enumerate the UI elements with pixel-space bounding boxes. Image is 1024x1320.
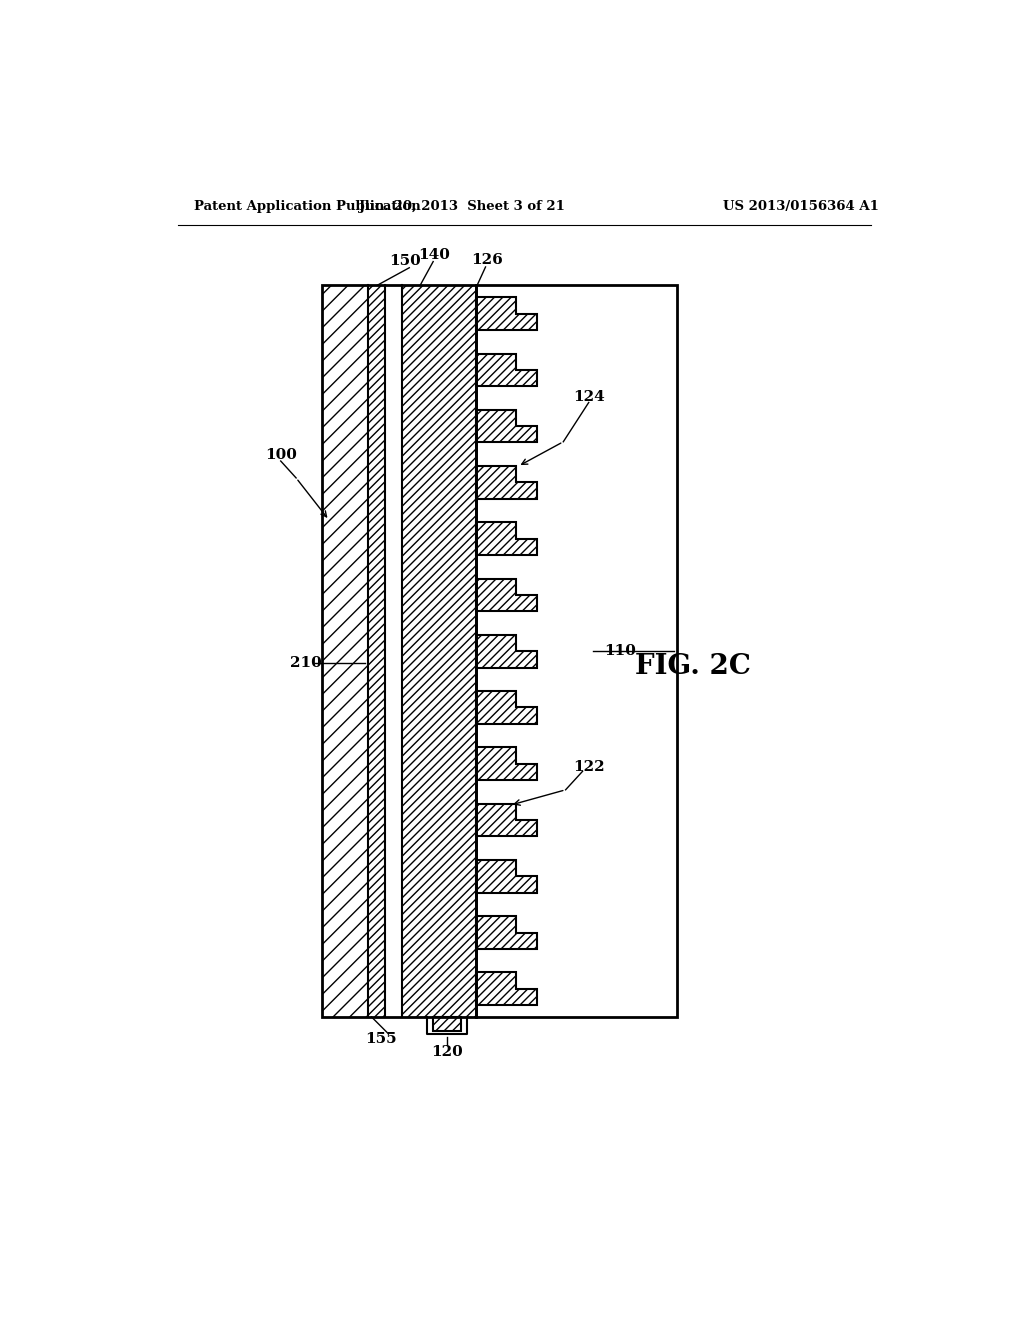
Polygon shape [475,635,538,668]
Bar [433,1016,461,1031]
Text: 126: 126 [471,253,503,267]
Bar [475,285,677,1016]
Text: 140: 140 [418,248,450,261]
Bar [368,285,385,1016]
Text: 150: 150 [389,253,421,268]
Polygon shape [475,409,538,442]
Polygon shape [475,523,538,554]
Text: Jun. 20, 2013  Sheet 3 of 21: Jun. 20, 2013 Sheet 3 of 21 [358,199,564,213]
Text: 120: 120 [431,1044,463,1059]
Text: US 2013/0156364 A1: US 2013/0156364 A1 [723,199,879,213]
Bar [322,285,475,1016]
Bar [385,285,401,1016]
Text: 100: 100 [265,447,297,462]
Polygon shape [475,916,538,949]
Bar [433,1016,461,1031]
Polygon shape [475,747,538,780]
Text: 122: 122 [572,760,604,774]
Text: 155: 155 [365,1031,396,1045]
Bar [401,285,475,1016]
Polygon shape [475,973,538,1005]
Bar [401,285,475,1016]
Polygon shape [475,859,538,892]
Polygon shape [475,578,538,611]
Text: 110: 110 [604,644,636,659]
Polygon shape [475,804,538,837]
Polygon shape [475,354,538,387]
Text: FIG. 2C: FIG. 2C [635,653,751,680]
Text: Patent Application Publication: Patent Application Publication [194,199,421,213]
Bar [322,285,368,1016]
Polygon shape [475,466,538,499]
Polygon shape [475,692,538,723]
Polygon shape [475,297,538,330]
Text: 124: 124 [572,391,604,404]
Bar [322,285,368,1016]
Text: 210: 210 [290,656,322,669]
Bar [475,285,677,1016]
Bar [368,285,385,1016]
